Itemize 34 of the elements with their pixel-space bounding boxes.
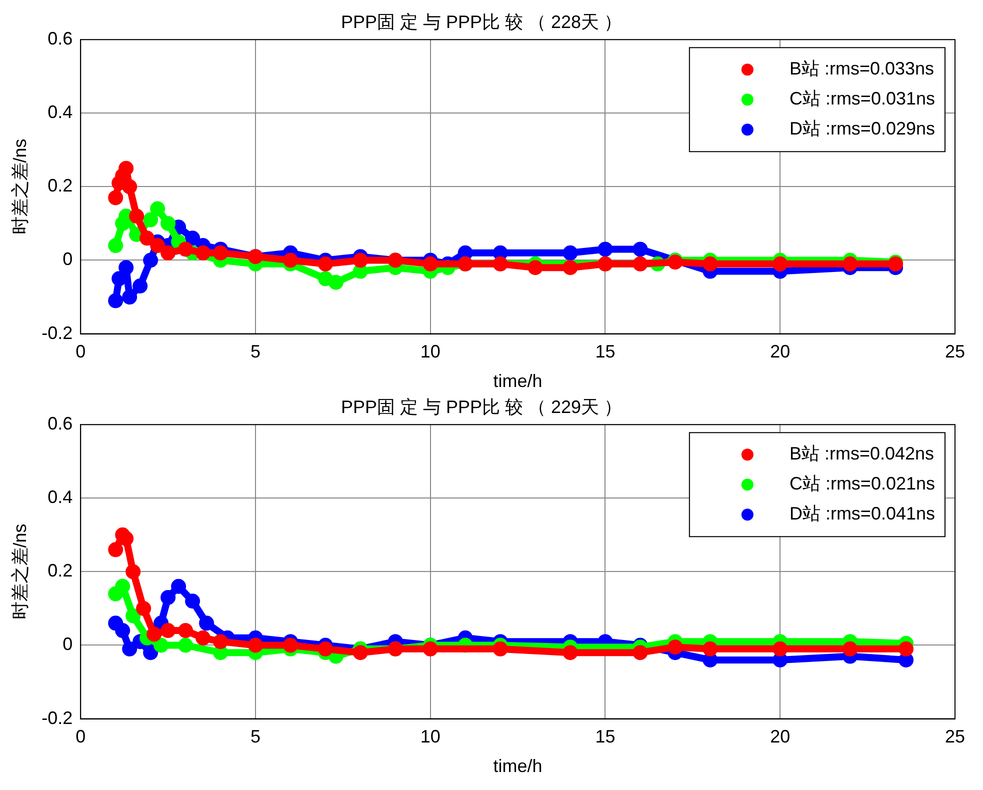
x-tick-label: 25 <box>944 342 966 362</box>
y-tick-label: 0.6 <box>48 414 73 434</box>
y-tick-label: -0.2 <box>42 322 73 343</box>
y-tick-label: 0.2 <box>48 176 73 196</box>
x-axis-title: time/h <box>493 371 542 392</box>
y-tick-label: 0.2 <box>48 560 73 581</box>
x-tick-label: 10 <box>420 342 440 362</box>
x-tick-label: 5 <box>250 726 260 747</box>
legend-label: B站 :rms=0.042ns <box>789 444 934 464</box>
chart-title: PPP固 定 与 PPP比 较 （ 228天 ） <box>340 12 622 32</box>
y-tick-label: 0.4 <box>48 102 73 122</box>
x-tick-label: 15 <box>595 726 616 747</box>
chart-title: PPP固 定 与 PPP比 较 （ 229天 ） <box>340 396 622 417</box>
x-axis-title: time/h <box>493 756 542 776</box>
x-tick-label: 20 <box>770 342 790 362</box>
x-tick-label: 20 <box>770 726 790 747</box>
y-tick-label: 0 <box>62 249 73 270</box>
y-tick-label: 0.6 <box>48 28 73 49</box>
y-axis-title: 时差之差/ns <box>10 138 30 235</box>
y-tick-label: -0.2 <box>42 708 73 728</box>
y-tick-label: 0 <box>62 634 73 654</box>
x-tick-label: 25 <box>944 726 966 747</box>
x-tick-label: 0 <box>76 726 86 747</box>
x-tick-label: 10 <box>420 726 440 747</box>
x-tick-label: 5 <box>250 342 260 362</box>
legend-label: D站 :rms=0.029ns <box>789 118 936 139</box>
y-axis-title: 时差之差/ns <box>10 524 30 620</box>
x-tick-label: 15 <box>595 342 616 362</box>
legend-label: C站 :rms=0.021ns <box>789 474 936 494</box>
x-tick-label: 0 <box>76 342 86 362</box>
y-tick-label: 0.4 <box>48 487 73 508</box>
legend-label: D站 :rms=0.041ns <box>789 504 936 524</box>
legend-label: C站 :rms=0.031ns <box>789 88 936 109</box>
legend-label: B站 :rms=0.033ns <box>789 58 934 79</box>
